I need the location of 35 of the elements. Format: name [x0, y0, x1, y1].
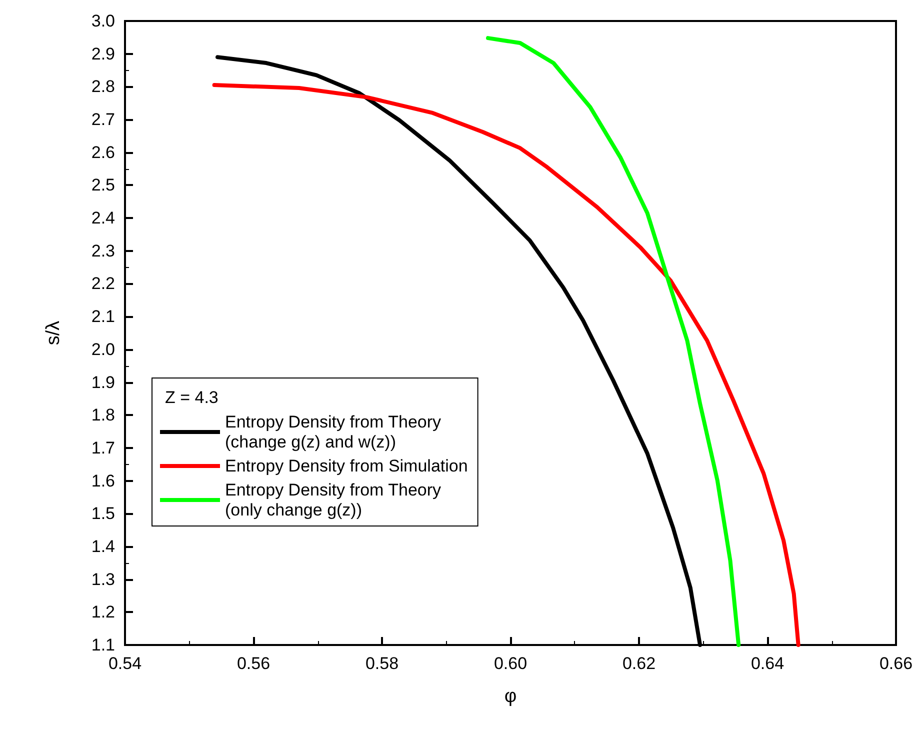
- line-series: [216, 55, 702, 647]
- x-axis-title: φ: [504, 686, 517, 707]
- y-tick-label: 2.5: [91, 176, 115, 195]
- x-tick-label: 0.66: [879, 654, 913, 673]
- legend-title: Z = 4.3: [165, 388, 218, 407]
- y-tick-label: 2.2: [91, 274, 115, 294]
- x-tick-label: 0.54: [108, 654, 142, 673]
- y-tick-label: 1.1: [91, 636, 115, 654]
- y-tick-label: 2.6: [91, 142, 115, 162]
- y-tick-label: 1.3: [91, 570, 115, 589]
- y-tick-label: 2.3: [91, 241, 115, 260]
- legend-label: Entropy Density from Simulation: [225, 456, 468, 476]
- y-tick-label: 1.4: [91, 536, 115, 556]
- x-tick-label: 0.58: [365, 654, 399, 673]
- y-tick-label: 1.5: [91, 504, 115, 524]
- y-tick-label: 1.8: [91, 406, 115, 425]
- y-tick-label: 1.9: [91, 372, 115, 392]
- y-tick-label: 2.8: [91, 77, 115, 96]
- legend-label: Entropy Density from Theory (only change g(z)): [225, 480, 442, 520]
- y-tick-label: 3.0: [91, 12, 115, 30]
- x-tick-label: 0.64: [750, 654, 784, 673]
- x-tick-label: 0.62: [622, 654, 656, 673]
- line-series: [486, 36, 741, 647]
- x-tick-label: 0.60: [494, 654, 528, 673]
- y-tick-label: 1.2: [91, 602, 115, 622]
- y-tick-label: 2.4: [91, 208, 115, 228]
- legend-label: Entropy Density from Theory (change g(z) and w(z)): [225, 412, 442, 452]
- x-tick-label: 0.56: [236, 654, 270, 673]
- y-tick-label: 1.6: [91, 471, 115, 490]
- y-tick-label: 2.1: [91, 307, 115, 326]
- y-tick-label: 1.7: [91, 438, 115, 458]
- y-tick-label: 2.0: [91, 340, 115, 359]
- y-axis-title: s/λ: [43, 320, 64, 346]
- y-tick-label: 2.7: [91, 110, 115, 130]
- y-tick-label: 2.9: [91, 44, 115, 64]
